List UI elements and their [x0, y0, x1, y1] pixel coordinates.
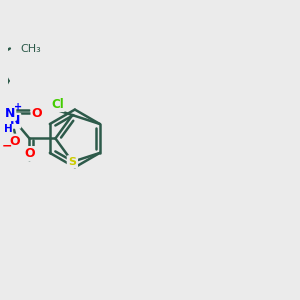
Text: +: +: [14, 102, 22, 112]
Text: N: N: [9, 114, 20, 127]
Text: N: N: [5, 107, 15, 120]
Text: O: O: [32, 107, 42, 120]
Text: CH₃: CH₃: [20, 44, 41, 53]
Text: S: S: [68, 157, 76, 167]
Text: Cl: Cl: [51, 98, 64, 111]
Text: O: O: [10, 135, 20, 148]
Text: O: O: [24, 147, 35, 160]
Text: H: H: [4, 124, 13, 134]
Text: −: −: [2, 140, 12, 153]
